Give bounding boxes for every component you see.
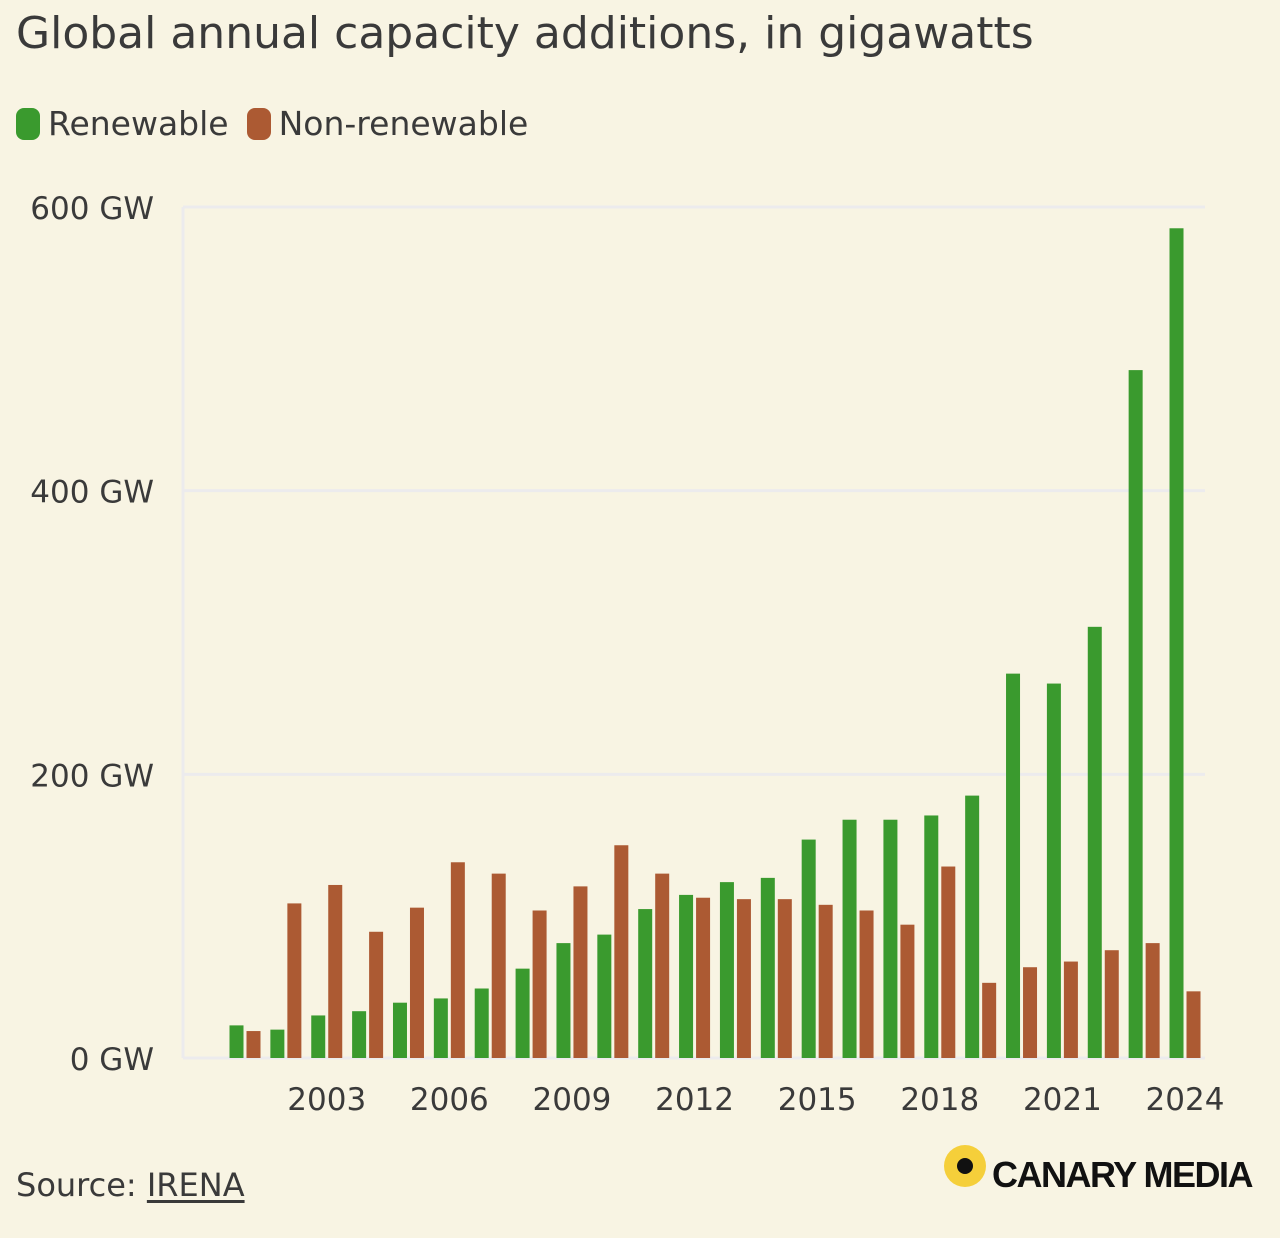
brand-logo-group: CANARY MEDIA (943, 1145, 1254, 1196)
bar-non-renewable (573, 886, 588, 1058)
legend-swatch-non-renewable (246, 107, 271, 140)
bar-non-renewable (1063, 961, 1078, 1058)
x-tick-label: 2021 (1023, 1082, 1102, 1118)
bar-renewable (352, 1011, 367, 1058)
y-tick-label: 600 GW (30, 191, 154, 227)
y-tick-label: 0 GW (70, 1042, 154, 1078)
bar-renewable (883, 819, 898, 1058)
legend-label-non-renewable: Non-renewable (278, 104, 529, 143)
bar-non-renewable (287, 903, 302, 1058)
bar-renewable (1046, 683, 1061, 1058)
source-note: Source: IRENA (16, 1166, 245, 1204)
bar-renewable (1128, 370, 1143, 1058)
brand-name: CANARY MEDIA (991, 1154, 1254, 1195)
legend-item-renewable: Renewable (16, 104, 229, 143)
x-tick-label: 2018 (900, 1082, 979, 1118)
bar-non-renewable (900, 924, 915, 1058)
y-tick-label: 400 GW (30, 475, 154, 511)
bar-renewable (474, 988, 489, 1058)
x-tick-label: 2015 (778, 1082, 857, 1118)
bar-chart: 0 GW 200 GW 400 GW 600 GW 2003 2006 2009 2012 20… (30, 191, 1225, 1118)
bar-renewable (719, 882, 734, 1058)
bar-non-renewable (409, 907, 424, 1058)
bar-non-renewable (1186, 991, 1201, 1058)
bar-renewable (638, 909, 653, 1058)
legend-item-non-renewable: Non-renewable (246, 104, 529, 143)
bar-non-renewable (859, 910, 874, 1058)
bar-renewable (1087, 626, 1102, 1058)
bar-non-renewable (614, 845, 629, 1058)
legend: Renewable Non-renewable (16, 104, 546, 143)
bar-renewable (801, 839, 816, 1058)
bar-renewable (433, 998, 448, 1058)
chart-title: Global annual capacity additions, in gig… (16, 8, 1034, 59)
bar-renewable (556, 943, 571, 1058)
bar-non-renewable (818, 904, 833, 1058)
bar-non-renewable (655, 873, 670, 1058)
bar-renewable (392, 1002, 407, 1058)
bar-non-renewable (696, 897, 711, 1058)
bar-renewable (679, 894, 694, 1058)
bar-non-renewable (1104, 950, 1119, 1058)
bar-renewable (515, 968, 530, 1058)
bar-renewable (924, 815, 939, 1058)
bar-renewable (842, 819, 857, 1058)
bar-renewable (1169, 228, 1184, 1058)
bar-non-renewable (369, 931, 384, 1058)
canary-logo-icon (943, 1145, 986, 1187)
bar-non-renewable (491, 873, 506, 1058)
bar-non-renewable (450, 862, 465, 1058)
y-tick-label: 200 GW (30, 758, 154, 794)
x-tick-label: 2024 (1146, 1082, 1225, 1118)
x-tick-label: 2012 (655, 1082, 734, 1118)
bar-renewable (965, 795, 980, 1058)
bar-non-renewable (982, 982, 997, 1058)
bar-non-renewable (736, 899, 751, 1058)
bar-non-renewable (532, 910, 547, 1058)
source-link[interactable]: IRENA (146, 1166, 245, 1204)
bar-renewable (270, 1029, 285, 1058)
legend-swatch-renewable (16, 107, 40, 140)
x-tick-label: 2006 (410, 1082, 489, 1118)
bar-non-renewable (777, 899, 792, 1058)
legend-label-renewable: Renewable (48, 104, 229, 143)
x-tick-label: 2009 (533, 1082, 612, 1118)
bar-renewable (229, 1025, 244, 1058)
bar-renewable (1006, 673, 1021, 1058)
source-prefix: Source: (16, 1166, 147, 1204)
bar-non-renewable (328, 884, 343, 1058)
bar-renewable (597, 934, 612, 1058)
bar-renewable (311, 1015, 326, 1058)
bar-non-renewable (246, 1031, 261, 1058)
x-tick-label: 2003 (287, 1082, 366, 1118)
bar-renewable (760, 877, 775, 1058)
bar-non-renewable (941, 866, 956, 1058)
bar-non-renewable (1145, 943, 1160, 1058)
bar-non-renewable (1023, 967, 1038, 1058)
